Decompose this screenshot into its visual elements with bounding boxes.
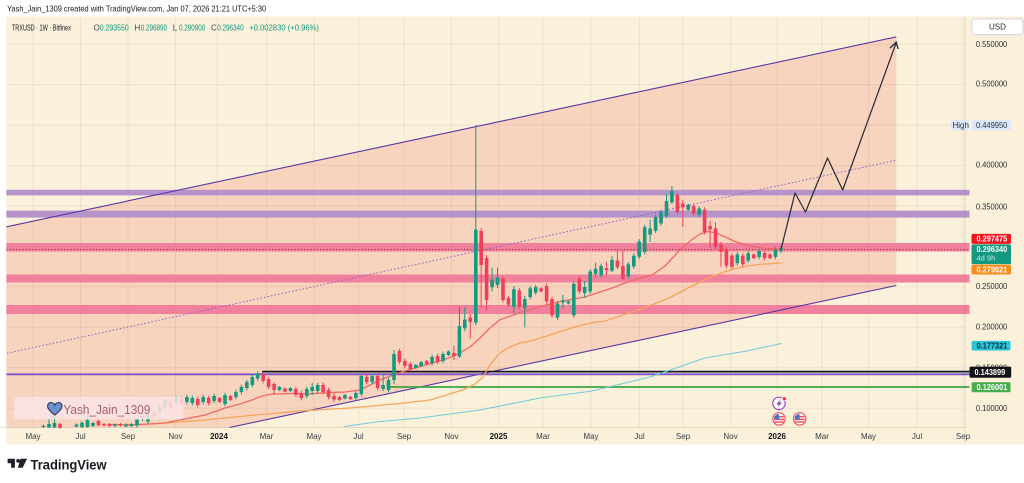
svg-text:Yash_Jain_1309 created with Tr: Yash_Jain_1309 created with TradingView.…	[7, 3, 266, 13]
svg-text:Sep: Sep	[121, 432, 136, 441]
svg-text:0.350000: 0.350000	[976, 202, 1008, 211]
svg-text:TradingView: TradingView	[31, 456, 107, 472]
svg-text:2026: 2026	[768, 432, 786, 441]
svg-text:Jul: Jul	[634, 432, 644, 441]
svg-text:Nov: Nov	[723, 432, 737, 441]
svg-text:0.250000: 0.250000	[976, 282, 1008, 291]
svg-text:High: High	[953, 121, 969, 130]
svg-text:May: May	[583, 432, 598, 441]
svg-text:0.296890: 0.296890	[141, 23, 168, 32]
svg-text:0.177321: 0.177321	[977, 341, 1008, 350]
svg-text:0.290900: 0.290900	[179, 23, 206, 32]
svg-text:Sep: Sep	[956, 432, 971, 441]
svg-text:Jul: Jul	[75, 432, 85, 441]
svg-text:0.293550: 0.293550	[100, 23, 130, 32]
svg-text:4d 9h: 4d 9h	[977, 254, 996, 263]
svg-text:TRXUSD · 1W · Bitfinex: TRXUSD · 1W · Bitfinex	[12, 23, 71, 32]
svg-text:0.100000: 0.100000	[976, 404, 1008, 413]
svg-text:0.400000: 0.400000	[976, 161, 1008, 170]
svg-text:Mar: Mar	[815, 432, 829, 441]
svg-text:H: H	[135, 23, 141, 32]
svg-text:Nov: Nov	[444, 432, 458, 441]
svg-text:0.279021: 0.279021	[977, 265, 1008, 274]
svg-text:0.296340: 0.296340	[217, 23, 244, 32]
svg-text:O: O	[94, 23, 100, 32]
svg-text:May: May	[25, 432, 40, 441]
svg-text:0.143899: 0.143899	[975, 368, 1006, 377]
svg-text:C: C	[211, 23, 217, 32]
svg-text:0.296340: 0.296340	[977, 245, 1008, 254]
svg-text:Mar: Mar	[536, 432, 550, 441]
svg-text:0.297475: 0.297475	[977, 235, 1008, 244]
svg-text:Yash_Jain_1309: Yash_Jain_1309	[63, 402, 150, 417]
svg-text:0.126001: 0.126001	[977, 383, 1008, 392]
svg-text:0.449950: 0.449950	[976, 121, 1008, 130]
svg-text:Mar: Mar	[260, 432, 274, 441]
svg-text:2024: 2024	[210, 432, 228, 441]
svg-text:USD: USD	[989, 23, 1006, 32]
svg-text:Sep: Sep	[676, 432, 691, 441]
svg-text:Nov: Nov	[168, 432, 182, 441]
svg-text:+0.002830 (+0.96%): +0.002830 (+0.96%)	[249, 23, 319, 32]
svg-text:0.200000: 0.200000	[976, 323, 1008, 332]
svg-text:0.500000: 0.500000	[976, 79, 1008, 88]
svg-text:May: May	[306, 432, 321, 441]
svg-text:Jul: Jul	[912, 432, 922, 441]
svg-text:May: May	[861, 432, 876, 441]
svg-text:L: L	[173, 23, 178, 32]
svg-text:0.550000: 0.550000	[976, 40, 1008, 49]
svg-text:Sep: Sep	[397, 432, 412, 441]
svg-text:2025: 2025	[490, 432, 508, 441]
svg-text:Jul: Jul	[353, 432, 363, 441]
